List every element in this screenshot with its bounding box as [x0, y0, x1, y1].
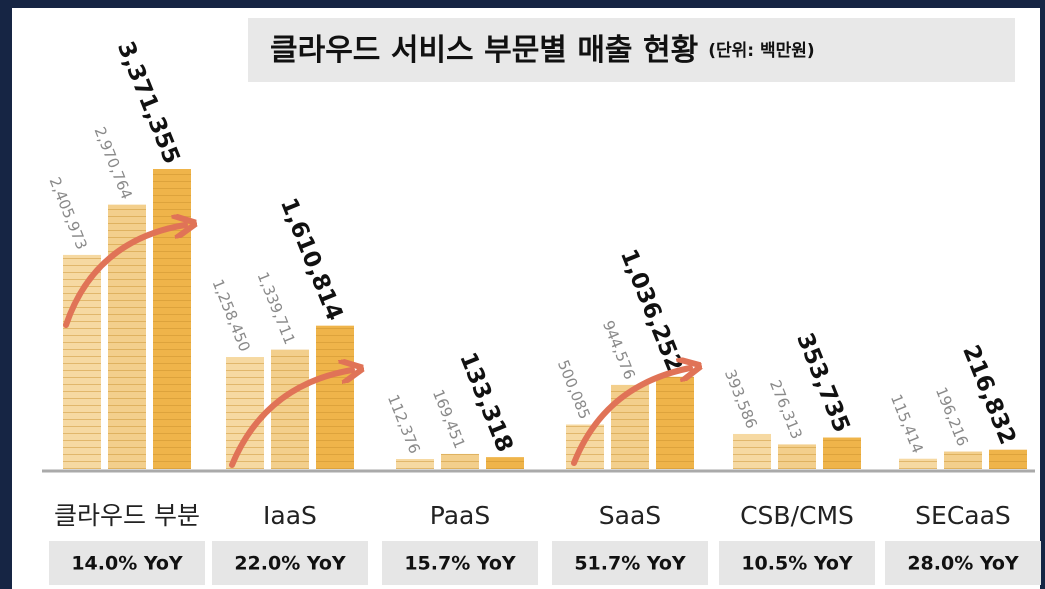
yoy-label: 15.7% YoY	[404, 553, 516, 575]
yoy-label: 28.0% YoY	[907, 553, 1019, 575]
bar-texture	[441, 454, 479, 469]
bar-texture	[778, 444, 816, 469]
yoy-label: 10.5% YoY	[741, 553, 853, 575]
x-tick-label: SaaS	[599, 501, 661, 530]
yoy-label: 22.0% YoY	[234, 553, 346, 575]
bar-texture	[271, 350, 309, 469]
bar-texture	[733, 434, 771, 469]
bar-texture	[611, 385, 649, 469]
page: {"chart_data": {"type": "bar", "title": …	[0, 0, 1045, 589]
x-tick-label: CSB/CMS	[740, 501, 854, 530]
bar-texture	[989, 450, 1027, 469]
bar-texture	[316, 326, 354, 469]
subtitle: (단위: 백만원)	[708, 41, 814, 61]
bar-texture	[656, 377, 694, 469]
x-tick-label: 클라우드 부분	[54, 501, 200, 530]
title: 클라우드 서비스 부문별 매출 현황	[270, 33, 698, 68]
chart: 클라우드 서비스 부문별 매출 현황(단위: 백만원) 2,405,9732,9…	[0, 0, 1045, 589]
x-tick-label: IaaS	[263, 501, 317, 530]
bar-texture	[396, 459, 434, 469]
bar-texture	[899, 459, 937, 469]
yoy-label: 51.7% YoY	[574, 553, 686, 575]
bar-texture	[823, 438, 861, 469]
bar-texture	[226, 357, 264, 469]
x-tick-label: PaaS	[430, 501, 490, 530]
bar-texture	[944, 452, 982, 469]
yoy-label: 14.0% YoY	[71, 553, 183, 575]
bar-texture	[486, 457, 524, 469]
bar-texture	[153, 169, 191, 469]
x-tick-label: SECaaS	[915, 501, 1011, 530]
